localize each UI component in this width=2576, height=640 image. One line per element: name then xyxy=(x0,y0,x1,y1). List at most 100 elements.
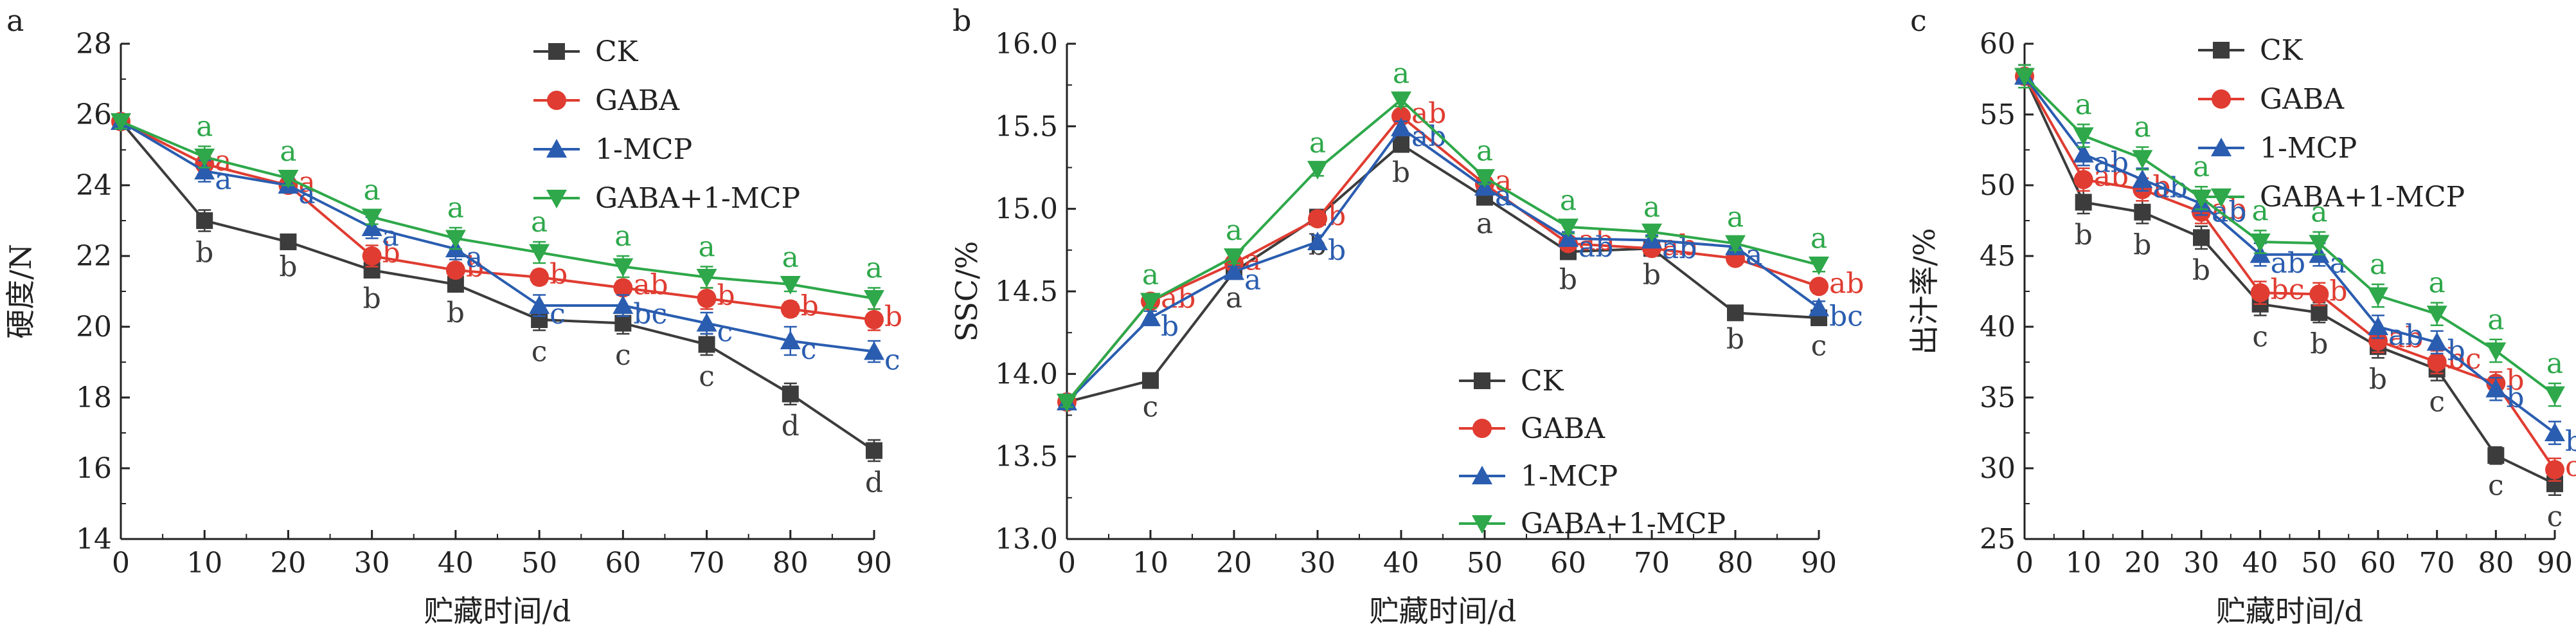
x-tick-label: 60 xyxy=(2360,547,2396,580)
significance-letter: a xyxy=(466,241,483,274)
y-tick-label: 35 xyxy=(1980,381,2016,414)
significance-letter: b xyxy=(279,251,297,284)
series-line xyxy=(2023,75,2555,486)
significance-letter: a xyxy=(2546,347,2563,380)
data-point xyxy=(2073,143,2094,163)
data-point xyxy=(2545,386,2565,405)
series-line xyxy=(2023,75,2556,396)
data-point xyxy=(613,278,633,298)
legend-label: CK xyxy=(595,35,639,68)
x-tick-label: 30 xyxy=(2183,547,2219,580)
data-point xyxy=(696,313,717,332)
data-point xyxy=(278,170,299,188)
significance-letter: a xyxy=(196,111,213,143)
significance-letter: a xyxy=(531,206,548,239)
data-point xyxy=(530,268,550,287)
y-tick-label: 25 xyxy=(1980,523,2016,556)
x-tick-label: 50 xyxy=(2301,547,2337,580)
x-tick-label: 0 xyxy=(112,547,130,580)
series-line xyxy=(120,120,875,321)
significance-letter: a xyxy=(1309,127,1326,160)
data-point xyxy=(2368,287,2388,306)
significance-letter: a xyxy=(866,252,882,285)
data-point xyxy=(2250,283,2270,303)
x-tick-label: 40 xyxy=(438,547,474,580)
data-point xyxy=(2368,316,2388,335)
significance-letter: c xyxy=(1143,390,1159,423)
x-tick-label: 10 xyxy=(186,547,222,580)
series-line xyxy=(2023,75,2556,434)
legend-label: GABA xyxy=(595,84,680,117)
significance-letter: bc xyxy=(1829,300,1863,333)
significance-letter: d xyxy=(782,410,800,443)
y-axis-title: 硬度/N xyxy=(3,244,38,339)
significance-letter: a xyxy=(2487,304,2504,336)
significance-letter: a xyxy=(614,220,631,253)
panel-a: a 0 10 20 30 40 50 60 70 80 90 14 16 18 20 22 24 26 28 贮藏时间… xyxy=(3,3,902,628)
data-point xyxy=(613,258,634,277)
legend: CK GABA 1-MCP GABA+1-MCP xyxy=(1459,365,1726,540)
y-tick-label: 14.0 xyxy=(995,358,1058,390)
data-point xyxy=(864,290,884,309)
y-tick-label: 30 xyxy=(1980,452,2016,485)
x-tick-label: 10 xyxy=(1132,547,1168,580)
legend-marker xyxy=(2213,42,2230,59)
data-point xyxy=(1725,235,1746,254)
legend-marker xyxy=(547,91,566,110)
legend-label: GABA+1-MCP xyxy=(595,182,800,215)
y-tick-label: 28 xyxy=(76,28,112,60)
y-tick-label: 16 xyxy=(76,452,112,485)
data-point xyxy=(2073,170,2093,190)
significance-letter: b xyxy=(2329,275,2347,307)
x-tick-label: 0 xyxy=(1058,547,1076,580)
significance-letter: b xyxy=(2447,334,2465,367)
data-point xyxy=(2309,284,2329,304)
significance-letter: c xyxy=(532,336,548,369)
significance-letter: bc xyxy=(2271,273,2305,306)
legend-label: CK xyxy=(2260,34,2303,67)
data-point xyxy=(1391,91,1411,111)
data-point xyxy=(780,331,801,349)
significance-letter: b xyxy=(447,297,465,329)
significance-letter: b xyxy=(1559,264,1577,297)
x-tick-label: 30 xyxy=(1300,547,1336,580)
data-point xyxy=(2075,194,2092,211)
significance-letter: a xyxy=(447,192,464,224)
x-tick-label: 70 xyxy=(2419,547,2455,580)
significance-letter: c xyxy=(2547,500,2563,533)
x-tick-label: 70 xyxy=(1634,547,1670,580)
y-tick-label: 13.0 xyxy=(995,523,1058,556)
significance-letter: d xyxy=(865,466,883,499)
data-point xyxy=(2014,68,2035,87)
x-tick-label: 20 xyxy=(1216,547,1252,580)
y-tick-label: 45 xyxy=(1980,240,2016,273)
significance-letter: b xyxy=(550,258,568,291)
significance-letter: a xyxy=(280,135,296,168)
significance-letter: b xyxy=(2075,219,2093,251)
legend-label: GABA xyxy=(2260,83,2345,116)
significance-letter: a xyxy=(1142,259,1159,291)
y-tick-label: 60 xyxy=(1980,28,2016,60)
significance-letter: b xyxy=(884,300,902,333)
data-point xyxy=(1641,223,1662,242)
data-point xyxy=(2485,342,2507,361)
data-point xyxy=(2191,189,2212,208)
series-line xyxy=(2023,75,2556,471)
data-point xyxy=(194,161,215,179)
data-point xyxy=(1393,136,1409,153)
data-point xyxy=(111,113,131,132)
data-point xyxy=(866,442,882,459)
series-line xyxy=(1066,98,1820,403)
data-point xyxy=(782,385,799,403)
x-tick-label: 80 xyxy=(1717,547,1753,580)
significance-letter: c xyxy=(699,360,715,393)
data-point xyxy=(2427,352,2447,372)
data-point xyxy=(1558,228,1579,247)
x-tick-label: 40 xyxy=(1383,547,1419,580)
significance-letter: b xyxy=(2192,254,2210,287)
series-line xyxy=(120,120,875,353)
data-point xyxy=(697,289,717,308)
data-point xyxy=(2487,447,2505,464)
